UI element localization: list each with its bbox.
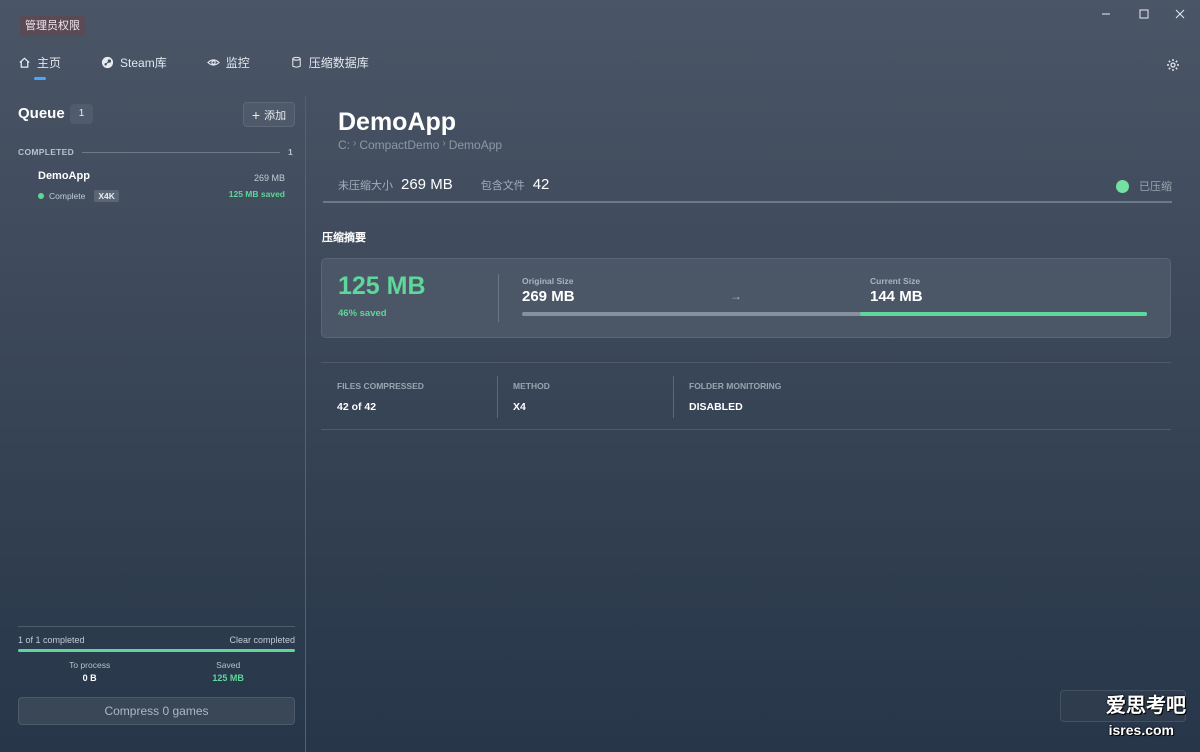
- plus-icon: +: [251, 106, 261, 123]
- stat-value: X4: [513, 401, 526, 413]
- add-button-label: 添加: [264, 109, 287, 122]
- breadcrumb-item: DemoApp: [448, 138, 503, 152]
- queue-item[interactable]: DemoApp 269 MB Complete X4K 125 MB saved: [18, 166, 295, 210]
- original-size-label: Original Size: [522, 276, 574, 286]
- file-count-label: 包含文件: [480, 180, 525, 192]
- page-title: DemoApp: [338, 108, 457, 136]
- steam-icon: [101, 56, 114, 68]
- detail-panel: DemoApp C: › CompactDemo › DemoApp 未压缩大小…: [307, 96, 1200, 752]
- info-divider: [323, 201, 1172, 203]
- watermark-url: isres.com: [1108, 722, 1174, 738]
- compression-status: 已压缩: [1116, 178, 1172, 194]
- queue-item-name: DemoApp: [38, 170, 90, 182]
- queue-item-status: Complete X4K: [38, 190, 119, 202]
- stat-divider: [673, 376, 674, 418]
- stat-method: METHOD X4: [497, 363, 673, 431]
- compression-stats: FILES COMPRESSED 42 of 42 METHOD X4 FOLD…: [321, 362, 1171, 430]
- breadcrumb-item: C:: [338, 138, 350, 152]
- queue-item-size: 269 MB: [253, 173, 285, 183]
- saved-value: 125 MB: [212, 673, 244, 683]
- queue-title: Queue: [18, 105, 65, 122]
- card-divider: [498, 274, 499, 322]
- gear-icon[interactable]: [1166, 58, 1180, 72]
- queue-panel: Queue 1 + 添加 COMPLETED 1 DemoApp 269 MB …: [0, 96, 306, 752]
- database-icon: [291, 56, 301, 68]
- title-bar: 管理员权限: [0, 0, 1200, 40]
- stat-label: FOLDER MONITORING: [689, 381, 782, 391]
- maximize-icon[interactable]: [1124, 2, 1164, 26]
- uncompressed-size-label: 未压缩大小: [338, 180, 393, 192]
- close-icon[interactable]: [1160, 2, 1200, 26]
- summary-heading: 压缩摘要: [322, 232, 366, 244]
- progress-text: 1 of 1 completed: [18, 635, 85, 645]
- saved-percent: 46% saved: [338, 308, 387, 319]
- tab-compression-database[interactable]: 压缩数据库: [290, 50, 369, 74]
- admin-badge: 管理员权限: [20, 16, 85, 36]
- original-size-value: 269 MB: [522, 288, 575, 305]
- section-label: COMPLETED: [18, 147, 75, 157]
- status-dot-icon: [1116, 179, 1129, 193]
- stat-files-compressed: FILES COMPRESSED 42 of 42: [321, 363, 497, 431]
- stat-label: FILES COMPRESSED: [337, 381, 424, 391]
- stat-folder-monitoring: FOLDER MONITORING DISABLED: [673, 363, 873, 431]
- saved-label: Saved: [216, 660, 241, 670]
- tab-home[interactable]: 主页: [18, 50, 62, 80]
- tab-steam-library-label: Steam库: [120, 55, 167, 70]
- footer-divider: [18, 626, 295, 627]
- current-size-fill: [859, 312, 1147, 316]
- stat-divider: [497, 376, 498, 418]
- completed-section-header: COMPLETED 1: [18, 146, 293, 158]
- tab-compression-database-label: 压缩数据库: [308, 55, 369, 70]
- stat-value: DISABLED: [689, 401, 743, 413]
- add-button[interactable]: + 添加: [243, 102, 295, 127]
- file-count-value: 42: [532, 176, 550, 193]
- current-size-label: Current Size: [870, 276, 921, 286]
- top-nav: 主页 Steam库 监控 压缩数据库: [18, 50, 409, 80]
- queue-footer: 1 of 1 completed Clear completed To proc…: [18, 626, 295, 683]
- stat-value: 42 of 42: [337, 401, 377, 413]
- queue-progress-bar: [18, 649, 295, 652]
- section-count: 1: [287, 147, 293, 157]
- clear-completed-link[interactable]: Clear completed: [229, 635, 295, 645]
- eye-icon: [206, 58, 220, 66]
- tab-monitor-label: 监控: [225, 55, 250, 70]
- bottom-action-button[interactable]: [1060, 690, 1186, 722]
- status-dot-icon: [38, 193, 44, 199]
- home-icon: [19, 57, 30, 68]
- uncompressed-size-value: 269 MB: [401, 176, 453, 193]
- breadcrumb: C: › CompactDemo › DemoApp: [338, 138, 502, 152]
- stat-label: METHOD: [513, 381, 550, 391]
- arrow-right-icon: →: [730, 289, 742, 303]
- section-divider: [82, 151, 280, 153]
- to-process-stat: To process 0 B: [69, 660, 110, 683]
- queue-item-status-text: Complete: [49, 191, 86, 201]
- to-process-value: 0 B: [82, 673, 97, 683]
- saved-stat: Saved 125 MB: [212, 660, 244, 683]
- compression-summary-card: 125 MB 46% saved Original Size 269 MB → …: [321, 258, 1171, 338]
- tab-steam-library[interactable]: Steam库: [101, 50, 167, 74]
- info-row: 未压缩大小 269 MB 包含文件 42: [338, 176, 569, 193]
- current-size-value: 144 MB: [870, 288, 923, 305]
- tab-home-label: 主页: [37, 55, 62, 70]
- compress-button[interactable]: Compress 0 games: [18, 697, 295, 725]
- queue-item-saved: 125 MB saved: [228, 189, 285, 199]
- chevron-right-icon: ›: [442, 138, 446, 149]
- compression-status-text: 已压缩: [1139, 181, 1172, 193]
- size-comparison-bar: [522, 312, 1147, 316]
- to-process-label: To process: [69, 660, 111, 670]
- minimize-icon[interactable]: [1086, 2, 1126, 26]
- tab-monitor[interactable]: 监控: [206, 50, 250, 74]
- breadcrumb-item: CompactDemo: [359, 138, 440, 152]
- algorithm-tag: X4K: [94, 190, 119, 202]
- chevron-right-icon: ›: [353, 138, 357, 149]
- watermark-title: 爱思考吧: [1106, 695, 1186, 717]
- queue-count-badge: 1: [70, 104, 93, 124]
- saved-amount: 125 MB: [338, 272, 426, 300]
